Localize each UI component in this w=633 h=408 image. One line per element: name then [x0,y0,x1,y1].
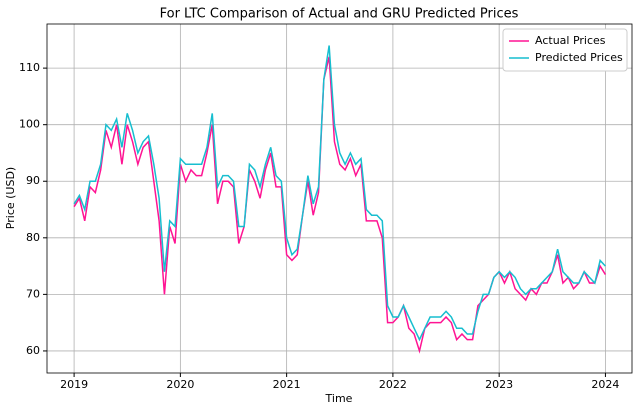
x-tick-label: 2023 [485,378,513,391]
y-tick-label: 110 [19,61,40,74]
x-tick-label: 2021 [273,378,301,391]
legend-box [502,28,628,72]
series-line [73,56,607,354]
y-axis-label: Price (USD) [4,167,17,229]
y-tick-label: 70 [26,287,40,300]
y-tick-label: 90 [26,174,40,187]
plot-frame [46,23,633,374]
x-tick-label: 2020 [166,378,194,391]
chart-title: For LTC Comparison of Actual and GRU Pre… [160,7,519,22]
series-line [73,45,606,342]
y-tick-label: 100 [19,118,40,131]
legend-label: Actual Prices [535,34,606,47]
x-tick-label: 2019 [60,378,88,391]
x-tick-label: 2022 [379,378,407,391]
x-tick-label: 2024 [591,378,619,391]
y-tick-label: 60 [26,344,40,357]
x-axis-label: Time [325,392,353,405]
y-tick-label: 80 [26,231,40,244]
legend-label: Predicted Prices [535,51,623,64]
